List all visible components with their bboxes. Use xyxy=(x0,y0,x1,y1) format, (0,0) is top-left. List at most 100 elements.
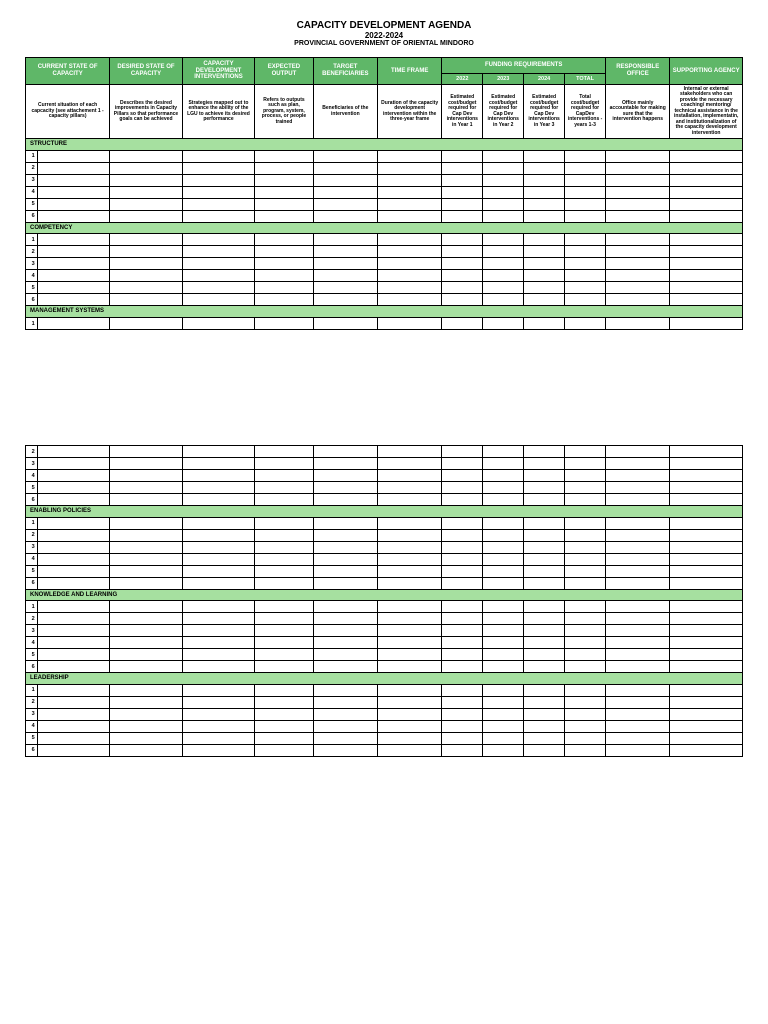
table-cell xyxy=(670,637,743,649)
table-cell xyxy=(313,637,377,649)
table-cell xyxy=(313,470,377,482)
row-number: 4 xyxy=(26,720,38,732)
table-cell xyxy=(606,637,670,649)
table-cell xyxy=(378,625,442,637)
table-cell xyxy=(182,565,255,577)
table-row: 2 xyxy=(26,529,743,541)
desc-target-beneficiaries: Beneficiaries of the intervention xyxy=(313,84,377,139)
table-cell xyxy=(182,246,255,258)
table-cell xyxy=(37,625,110,637)
table-cell xyxy=(524,294,565,306)
table-cell xyxy=(670,150,743,162)
table-row: 3 xyxy=(26,625,743,637)
table-cell xyxy=(378,684,442,696)
row-number: 4 xyxy=(26,637,38,649)
table-cell xyxy=(565,577,606,589)
table-row: 5 xyxy=(26,282,743,294)
table-cell xyxy=(182,577,255,589)
table-cell xyxy=(37,744,110,756)
table-cell xyxy=(182,270,255,282)
table-cell xyxy=(442,294,483,306)
header-2024: 2024 xyxy=(524,74,565,85)
table-row: 1 xyxy=(26,150,743,162)
table-cell xyxy=(483,186,524,198)
table-row: 2 xyxy=(26,446,743,458)
table-cell xyxy=(313,553,377,565)
table-cell xyxy=(255,517,313,529)
table-cell xyxy=(565,246,606,258)
table-cell xyxy=(313,318,377,330)
table-cell xyxy=(378,150,442,162)
table-cell xyxy=(442,541,483,553)
table-cell xyxy=(524,529,565,541)
table-cell xyxy=(255,601,313,613)
table-cell xyxy=(670,174,743,186)
table-cell xyxy=(37,186,110,198)
table-cell xyxy=(565,494,606,506)
table-cell xyxy=(110,258,183,270)
table-cell xyxy=(524,186,565,198)
table-cell xyxy=(313,649,377,661)
agenda-table-bottom: 23456ENABLING POLICIES123456KNOWLEDGE AN… xyxy=(25,445,743,757)
table-cell xyxy=(255,565,313,577)
row-number: 2 xyxy=(26,529,38,541)
table-cell xyxy=(606,234,670,246)
table-cell xyxy=(483,649,524,661)
table-cell xyxy=(442,446,483,458)
row-number: 3 xyxy=(26,458,38,470)
table-cell xyxy=(524,150,565,162)
table-cell xyxy=(313,270,377,282)
table-cell xyxy=(524,446,565,458)
table-cell xyxy=(378,529,442,541)
row-number: 6 xyxy=(26,294,38,306)
table-cell xyxy=(313,732,377,744)
table-row: 5 xyxy=(26,565,743,577)
table-cell xyxy=(524,661,565,673)
table-row: 4 xyxy=(26,720,743,732)
table-cell xyxy=(442,661,483,673)
table-cell xyxy=(255,210,313,222)
table-cell xyxy=(565,294,606,306)
table-cell xyxy=(37,198,110,210)
table-cell xyxy=(524,458,565,470)
table-cell xyxy=(182,684,255,696)
table-cell xyxy=(110,150,183,162)
table-cell xyxy=(313,744,377,756)
table-cell xyxy=(37,258,110,270)
table-cell xyxy=(670,258,743,270)
table-cell xyxy=(182,744,255,756)
row-number: 5 xyxy=(26,565,38,577)
table-row: 6 xyxy=(26,577,743,589)
table-cell xyxy=(565,258,606,270)
table-cell xyxy=(565,186,606,198)
table-row: 1 xyxy=(26,684,743,696)
table-cell xyxy=(378,541,442,553)
table-cell xyxy=(483,696,524,708)
row-number: 1 xyxy=(26,150,38,162)
table-cell xyxy=(378,470,442,482)
table-cell xyxy=(378,637,442,649)
table-cell xyxy=(483,282,524,294)
table-row: 4 xyxy=(26,470,743,482)
table-cell xyxy=(378,732,442,744)
table-cell xyxy=(483,684,524,696)
table-cell xyxy=(110,720,183,732)
header-responsible-office: RESPONSIBLE OFFICE xyxy=(606,58,670,85)
table-cell xyxy=(565,458,606,470)
row-number: 5 xyxy=(26,732,38,744)
table-cell xyxy=(565,482,606,494)
section-header: KNOWLEDGE AND LEARNING xyxy=(26,589,743,601)
table-row: 3 xyxy=(26,174,743,186)
table-cell xyxy=(442,150,483,162)
table-cell xyxy=(606,696,670,708)
desc-expected-output: Refers to outputs such as plan, program,… xyxy=(255,84,313,139)
header-funding: FUNDING REQUIREMENTS xyxy=(442,58,606,74)
table-cell xyxy=(110,577,183,589)
table-cell xyxy=(110,517,183,529)
table-cell xyxy=(606,732,670,744)
table-cell xyxy=(182,318,255,330)
table-cell xyxy=(37,282,110,294)
table-cell xyxy=(313,294,377,306)
table-cell xyxy=(483,637,524,649)
title-years: 2022-2024 xyxy=(25,31,743,40)
